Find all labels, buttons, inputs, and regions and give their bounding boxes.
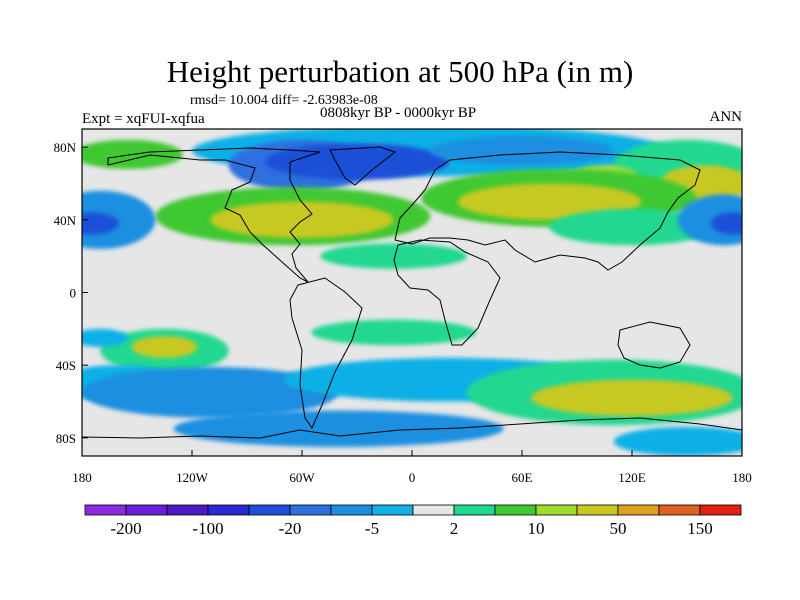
x-axis: 180 120W 60W 0 60E 120E 180: [72, 450, 752, 485]
coastline-antarctica: [82, 417, 742, 439]
period-label: 0808kyr BP - 0000kyr BP: [320, 105, 477, 121]
field-region-23: [82, 366, 339, 418]
field-region-4: [82, 139, 183, 169]
colorbar-swatch: [617, 504, 660, 516]
field-region-17: [320, 243, 467, 269]
field-region-26: [531, 379, 733, 417]
colorbar-swatch: [248, 504, 291, 516]
field-region-15: [82, 212, 119, 235]
colorbar-swatch: [289, 504, 332, 516]
colorbar-swatch: [412, 504, 455, 516]
y-axis: 80N 40N 0 40S 80S: [54, 140, 88, 446]
x-tick-label: 120W: [176, 470, 209, 485]
colorbar-swatch: [494, 504, 537, 516]
colorbar-swatch: [699, 504, 742, 516]
y-tick-label: 80S: [56, 431, 76, 446]
perturbation-field: [82, 129, 742, 456]
colorbar-label: -200: [110, 519, 141, 538]
coastline-greenland: [329, 146, 397, 186]
field-region-2: [265, 143, 449, 180]
colorbar-swatch: [207, 504, 250, 516]
plot-title: Height perturbation at 500 hPa (in m): [166, 54, 634, 89]
colorbar-label: 2: [450, 519, 459, 538]
field-region-3: [430, 136, 614, 166]
experiment-label: Expt = xqFUI-xqfua: [82, 111, 205, 127]
field-region-20: [131, 336, 198, 358]
colorbar-label: 150: [687, 519, 713, 538]
y-tick-label: 80N: [54, 140, 77, 155]
colorbar-swatch: [371, 504, 414, 516]
colorbar-swatch: [535, 504, 578, 516]
season-label: ANN: [709, 109, 743, 125]
x-tick-label: 60W: [289, 470, 315, 485]
colorbar-label: -100: [192, 519, 223, 538]
coastline-africa: [393, 239, 501, 346]
x-tick-label: 120E: [618, 470, 646, 485]
field-region-21: [82, 328, 128, 347]
colorbar: -200 -100 -20 -5 2 10 50 150: [84, 504, 742, 538]
stats-text: rmsd= 10.004 diff= -2.63983e-08: [190, 93, 378, 108]
y-tick-label: 0: [70, 286, 77, 301]
colorbar-label: -20: [279, 519, 302, 538]
coastline-south-america: [289, 277, 363, 430]
field-region-13: [82, 190, 156, 249]
field-region-16: [710, 212, 742, 235]
field-region-28: [613, 426, 742, 456]
colorbar-label: -5: [365, 519, 379, 538]
colorbar-label: 10: [528, 519, 545, 538]
coastlines: [82, 146, 742, 439]
field-region-27: [173, 410, 504, 447]
colorbar-swatch: [84, 504, 127, 516]
field-region-9: [210, 201, 394, 238]
coastline-europe-asia: [394, 151, 701, 271]
colorbar-swatch: [125, 504, 168, 516]
y-tick-label: 40S: [56, 358, 76, 373]
x-tick-label: 180: [732, 470, 752, 485]
x-tick-label: 60E: [512, 470, 533, 485]
colorbar-swatch: [330, 504, 373, 516]
colorbar-swatch: [576, 504, 619, 516]
x-tick-label: 0: [409, 470, 416, 485]
field-region-12: [549, 208, 715, 246]
colorbar-swatch: [658, 504, 701, 516]
x-tick-label: 180: [72, 470, 92, 485]
y-tick-label: 40N: [54, 213, 77, 228]
colorbar-label: 50: [610, 519, 627, 538]
coastline-australia: [617, 321, 691, 369]
field-region-11: [457, 183, 642, 220]
colorbar-swatch: [453, 504, 496, 516]
coastline-north-america: [107, 147, 321, 283]
colorbar-swatch: [166, 504, 209, 516]
